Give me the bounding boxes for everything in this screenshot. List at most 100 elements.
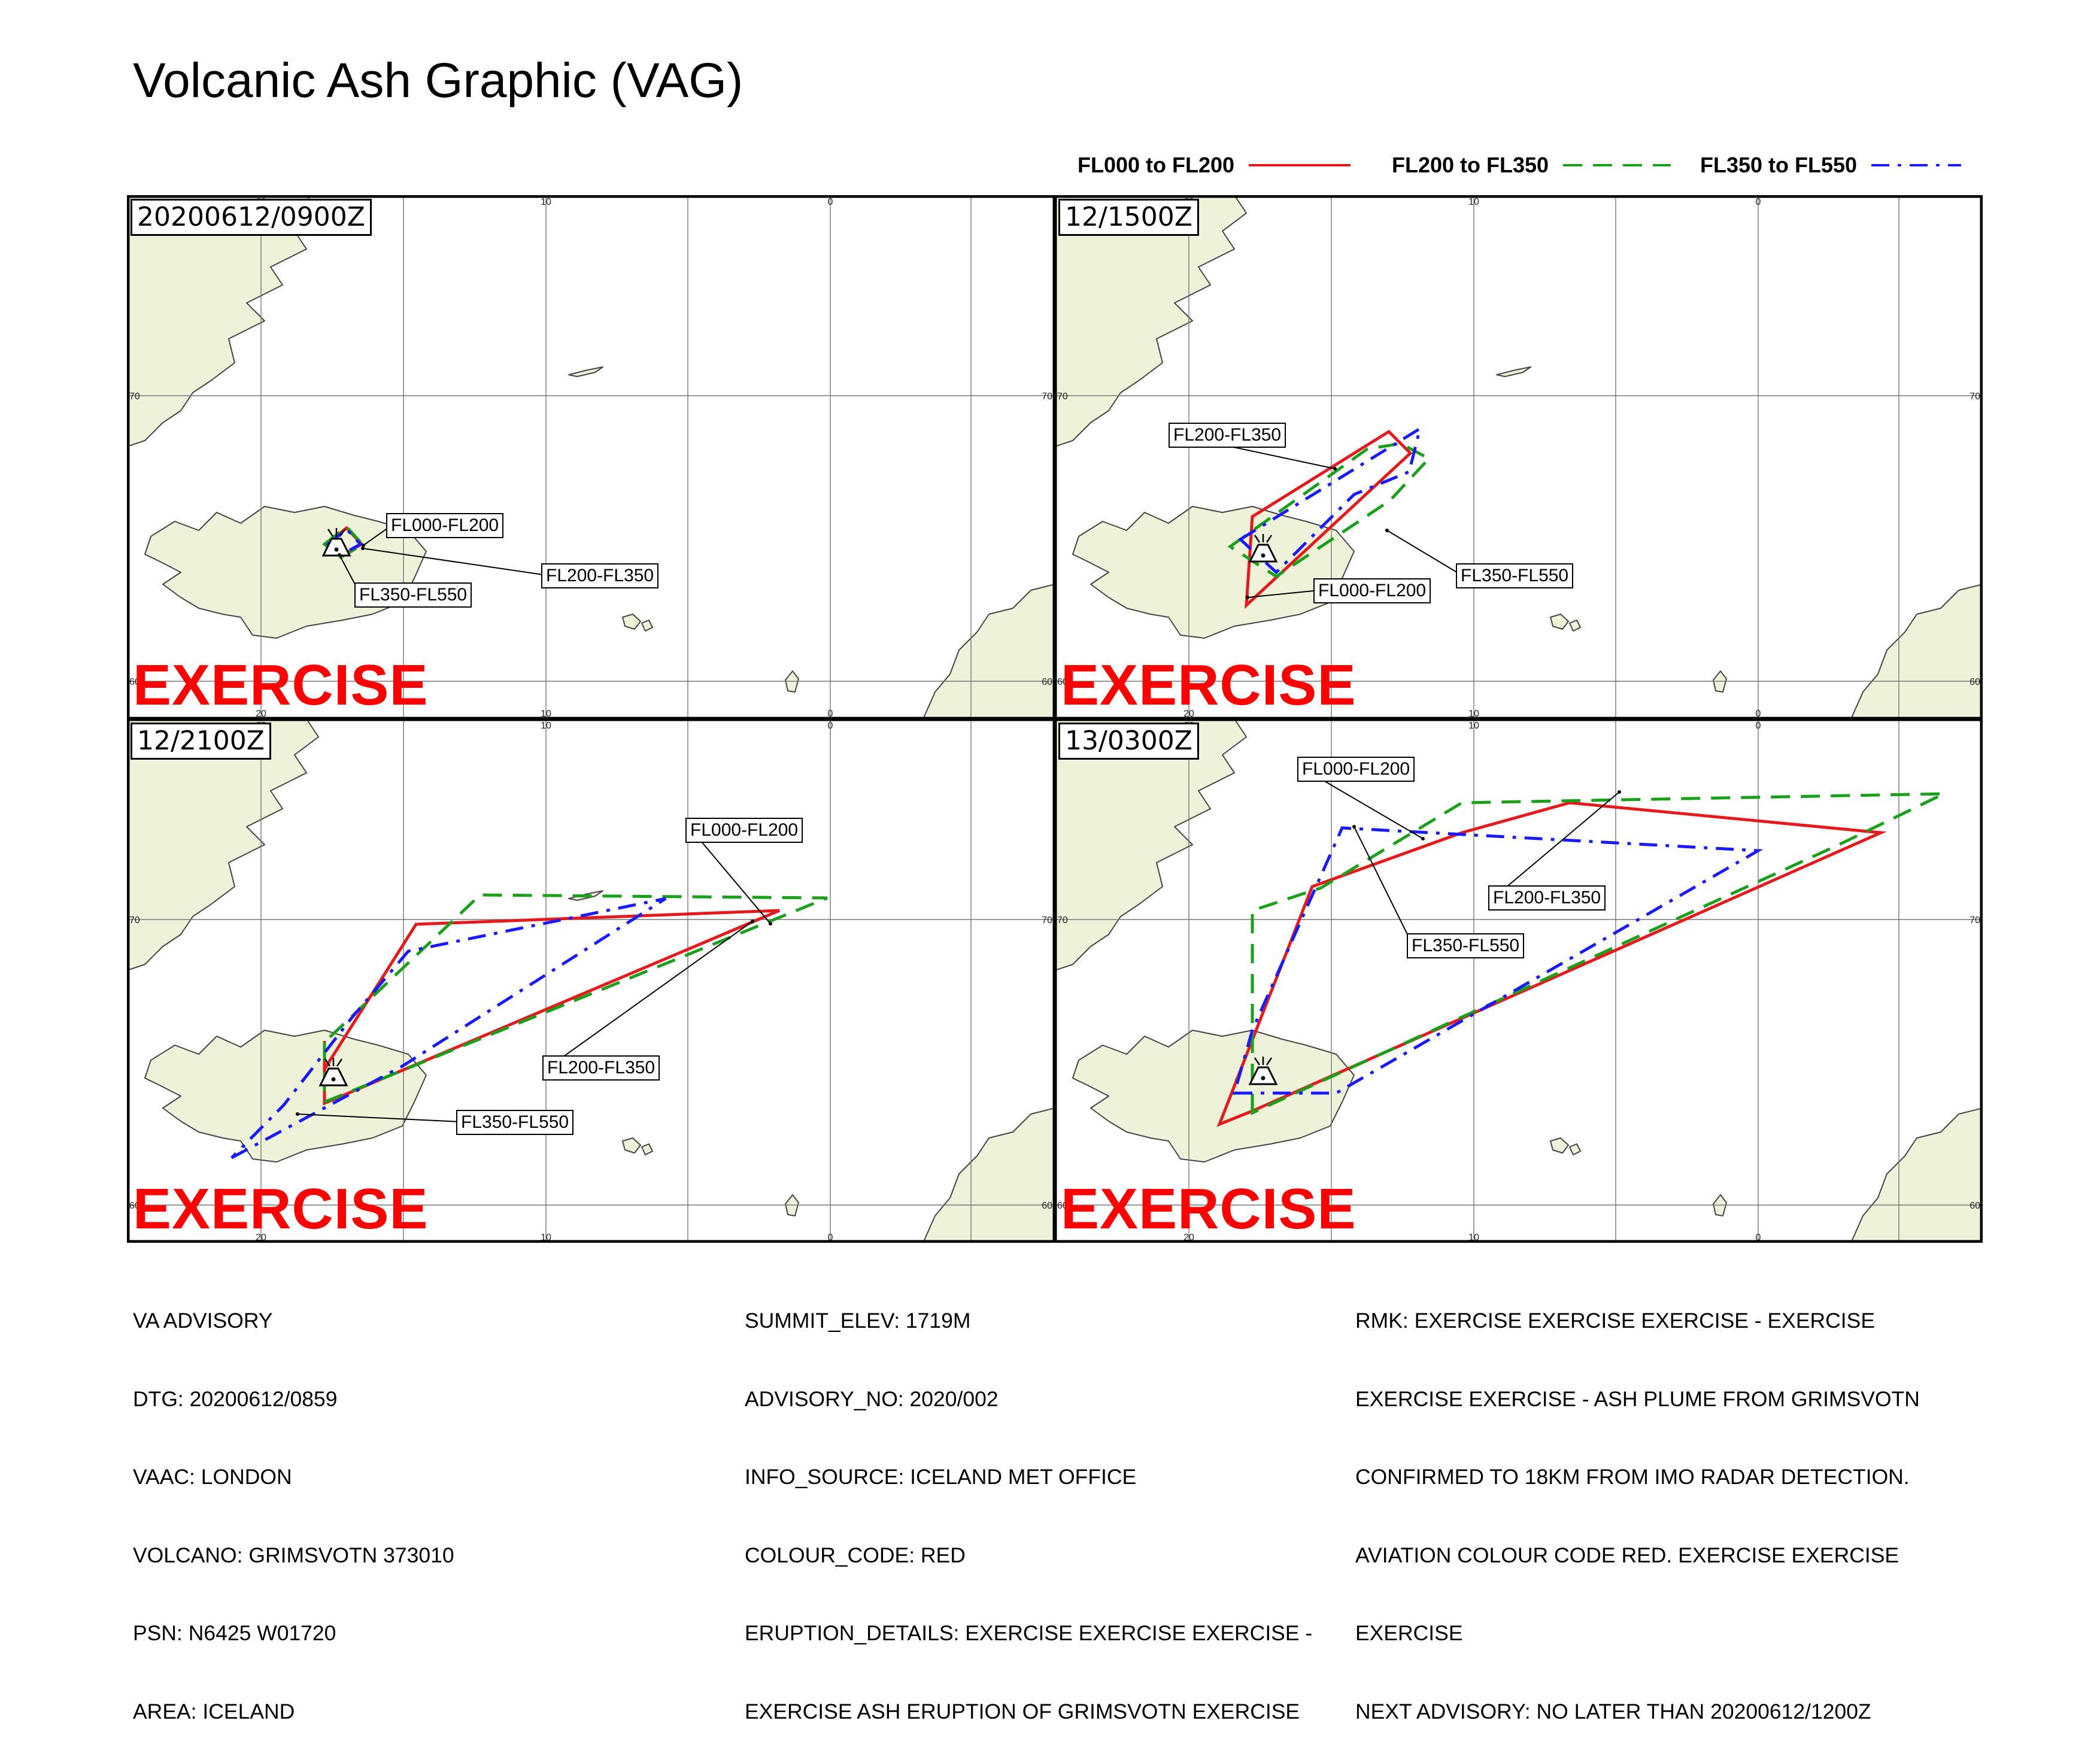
panel-valid-time: 20200612/0900Z xyxy=(131,199,372,236)
meridian-label: 10 xyxy=(541,721,551,731)
label-leader xyxy=(1247,590,1320,598)
meridian-label: 10 xyxy=(1468,709,1479,719)
iceland-land xyxy=(1072,1030,1355,1163)
advisory-line: NEXT ADVISORY: NO LATER THAN 20200612/12… xyxy=(1355,1699,1871,1723)
legend-label: FL000 to FL200 xyxy=(1078,153,1235,177)
leader-arrowhead xyxy=(1246,596,1249,599)
map-panel-4: 202010100070706060FL000-FL200FL200-FL350… xyxy=(1055,719,1983,1243)
meridian-label: 0 xyxy=(828,721,833,731)
advisory-line: CONFIRMED TO 18KM FROM IMO RADAR DETECTI… xyxy=(1355,1465,1910,1489)
panel-valid-time: 13/0300Z xyxy=(1058,723,1199,760)
advisory-line: DTG: 20200612/0859 xyxy=(133,1386,338,1411)
jan-mayen-land xyxy=(1496,366,1531,377)
parallel-label: 70 xyxy=(129,915,140,925)
map-grid: 20 20 10 10 0 0 70 70 60 60 FL000-FL200 FL200-FL350… xyxy=(127,195,1983,1243)
ash-polygon-blue xyxy=(230,897,667,1160)
advisory-line: EXERCISE EXERCISE - ASH PLUME FROM GRIMS… xyxy=(1355,1386,1920,1411)
advisory-column-2: SUMMIT_ELEV: 1719M ADVISORY_NO: 2020/002… xyxy=(745,1256,1367,1751)
map-canvas: 202010100070706060 xyxy=(1055,195,1983,719)
norway-land xyxy=(1850,584,1983,719)
leader-arrowhead xyxy=(338,553,341,557)
ash-polygon-green xyxy=(321,524,365,560)
meridian-label: 10 xyxy=(1468,721,1479,731)
map-frame xyxy=(127,195,1983,1243)
advisory-line: EXERCISE xyxy=(1355,1621,1463,1645)
iceland-land xyxy=(1072,506,1355,639)
meridian-label: 20 xyxy=(256,709,266,719)
exercise-watermark: EXERCISE xyxy=(133,1177,429,1241)
parallel-label: 70 xyxy=(129,392,140,402)
leader-arrowhead xyxy=(361,547,365,550)
ash-polygon-green xyxy=(1227,442,1432,578)
advisory-line: PSN: N6425 W01720 xyxy=(133,1621,336,1645)
parallel-label: 60 xyxy=(1969,677,1980,687)
label-leader xyxy=(1494,791,1620,898)
meridian-label: 0 xyxy=(828,1233,833,1243)
label-leader xyxy=(362,548,548,576)
volcano-icon xyxy=(1248,534,1278,563)
meridian-label: 20 xyxy=(1183,709,1194,719)
ash-polygon-red xyxy=(323,909,780,1106)
meridian-label: 0 xyxy=(1756,1233,1761,1243)
iceland-land xyxy=(144,1030,427,1163)
faroe-islands-land xyxy=(622,1137,653,1155)
legend-item-fl200-fl350: FL200 to FL350 xyxy=(1392,147,1671,183)
label-leader xyxy=(691,829,771,924)
meridian-label: 10 xyxy=(541,709,551,719)
level-label-fl000: FL000-FL200 xyxy=(1313,578,1431,603)
greenland-land xyxy=(127,719,319,971)
legend-swatch-dashdot xyxy=(1871,164,1962,166)
level-label-fl000: FL000-FL200 xyxy=(386,513,504,538)
advisory-line: VA ADVISORY xyxy=(133,1309,273,1333)
meridian-label: 0 xyxy=(1756,721,1761,731)
meridian-label: 0 xyxy=(828,197,833,207)
volcano-icon xyxy=(318,1058,348,1087)
level-label-fl350: FL350-FL550 xyxy=(1456,563,1574,588)
leader-arrowhead xyxy=(362,544,365,547)
parallel-label: 70 xyxy=(1057,392,1068,402)
advisory-column-1: VA ADVISORY DTG: 20200612/0859 VAAC: LON… xyxy=(133,1256,696,1751)
faroe-islands-land xyxy=(1550,1137,1581,1155)
panel-valid-time: 12/2100Z xyxy=(131,723,271,760)
parallel-label: 60 xyxy=(129,677,140,687)
advisory-line: ADVISORY_NO: 2020/002 xyxy=(745,1386,999,1411)
leader-arrowhead xyxy=(769,922,772,925)
legend-swatch-solid xyxy=(1249,164,1351,166)
leader-arrowhead xyxy=(296,1112,299,1116)
level-label-fl000: FL000-FL200 xyxy=(685,818,803,843)
advisory-line: ERUPTION_DETAILS: EXERCISE EXERCISE EXER… xyxy=(745,1621,1313,1645)
level-label-fl200: FL200-FL350 xyxy=(541,563,659,588)
leader-arrowhead xyxy=(1333,467,1337,471)
exercise-watermark: EXERCISE xyxy=(1061,653,1356,717)
level-label-fl350: FL350-FL550 xyxy=(354,582,472,608)
ash-polygon-red xyxy=(1245,429,1413,609)
label-leader xyxy=(1386,530,1462,576)
level-label-fl350: FL350-FL550 xyxy=(1407,933,1525,958)
legend-label: FL200 to FL350 xyxy=(1392,153,1549,177)
parallel-label: 70 xyxy=(1969,915,1980,925)
level-label-fl200: FL200-FL350 xyxy=(1169,423,1286,448)
advisory-line: AVIATION COLOUR CODE RED. EXERCISE EXERC… xyxy=(1355,1543,1899,1567)
faroe-islands-land xyxy=(622,614,653,632)
meridian-label: 10 xyxy=(541,197,551,207)
map-canvas: 202010100070706060 xyxy=(127,719,1055,1243)
leader-arrowhead xyxy=(1421,837,1425,840)
parallel-label: 60 xyxy=(1042,677,1052,687)
leader-arrowhead xyxy=(751,919,754,923)
leader-arrowhead xyxy=(1385,529,1389,532)
panel-valid-time: 12/1500Z xyxy=(1058,199,1199,236)
advisory-column-3: RMK: EXERCISE EXERCISE EXERCISE - EXERCI… xyxy=(1355,1256,1990,1751)
meridian-label: 0 xyxy=(828,709,833,719)
parallel-label: 60 xyxy=(1057,1201,1068,1211)
jan-mayen-land xyxy=(568,366,603,377)
map-panel-1: 202010100070706060FL000-FL200FL200-FL350… xyxy=(127,195,1055,719)
meridian-label: 10 xyxy=(1468,197,1479,207)
meridian-label: 0 xyxy=(1756,709,1761,719)
meridian-label: 0 xyxy=(1756,197,1761,207)
parallel-label: 70 xyxy=(1057,915,1068,925)
volcano-icon xyxy=(1248,1057,1278,1085)
legend-swatch-dashed xyxy=(1563,164,1671,166)
legend: FL000 to FL200 FL200 to FL350 FL350 to F… xyxy=(1078,147,1975,183)
parallel-label: 70 xyxy=(1042,915,1052,925)
ash-polygon-blue xyxy=(1232,826,1764,1095)
